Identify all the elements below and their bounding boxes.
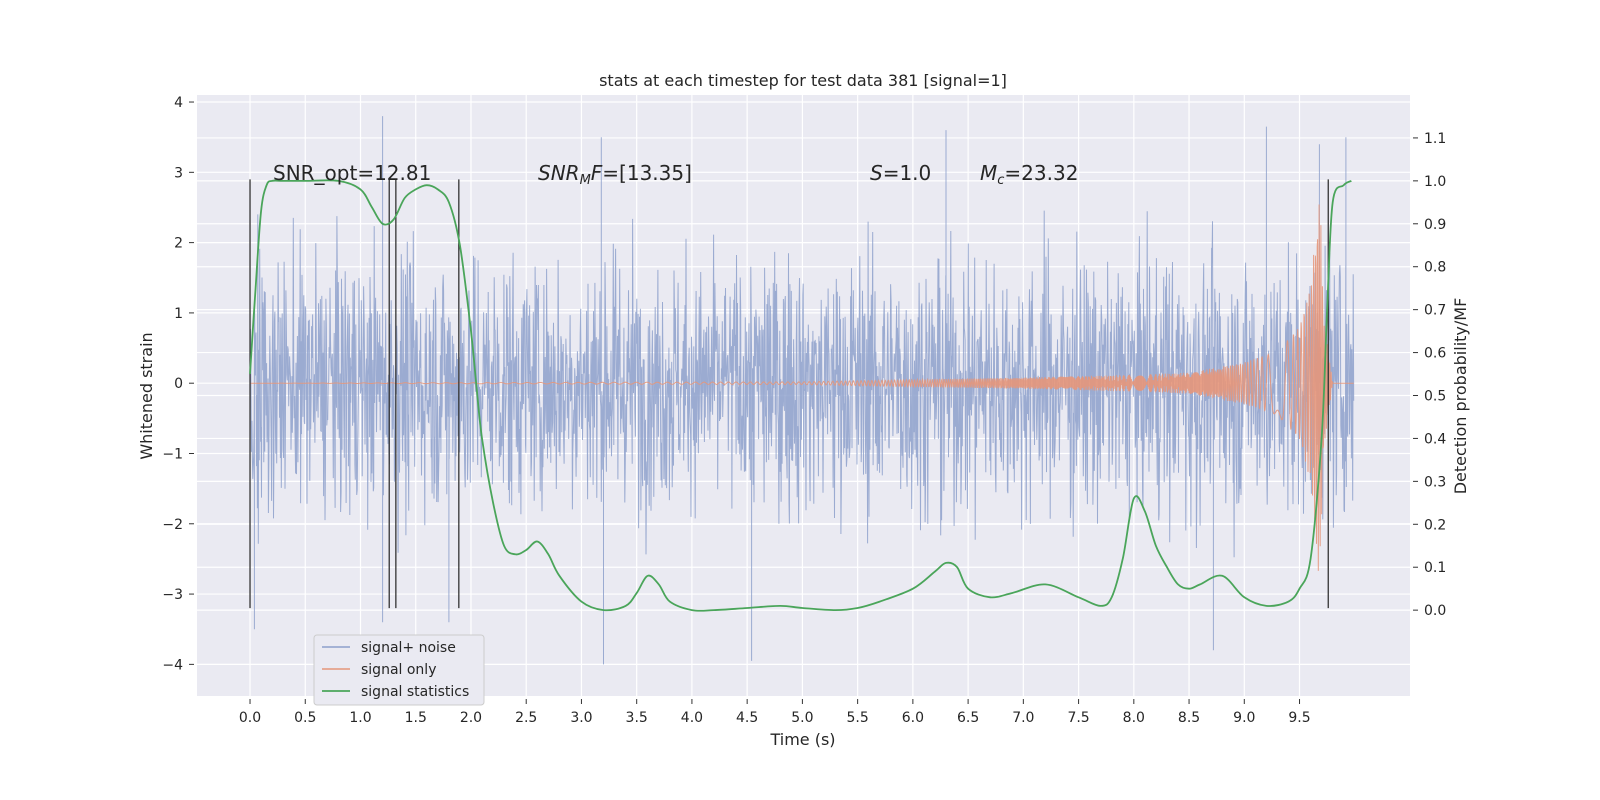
y-tick-label: −4 <box>162 657 183 673</box>
legend-label-signal: signal only <box>361 662 436 678</box>
right-y-tick-label: 0.4 <box>1424 431 1446 447</box>
chart-title: stats at each timestep for test data 381… <box>599 71 1007 90</box>
right-y-axis-label: Detection probability/MF <box>1451 298 1470 495</box>
y-tick-label: −2 <box>162 517 183 533</box>
vertical-markers <box>249 179 1329 609</box>
right-y-tick-label: 0.9 <box>1424 217 1446 233</box>
s-value: =1.0 <box>883 161 932 185</box>
x-tick-label: 7.0 <box>1012 710 1034 726</box>
snr-mf-subscript: M <box>580 173 591 188</box>
series-signal-only <box>250 204 1354 571</box>
x-tick-label: 2.0 <box>460 710 482 726</box>
right-y-tick-label: 0.2 <box>1424 517 1446 533</box>
x-axis-ticks: 0.0 0.5 1.0 1.5 2.0 2.5 3.0 3.5 4.0 4.5 5.0 5.5 6.0 6… <box>239 699 1311 726</box>
legend: signal+ noise signal only signal statist… <box>313 634 485 706</box>
right-y-tick-label: 0.5 <box>1424 389 1446 405</box>
x-tick-label: 5.0 <box>791 710 813 726</box>
x-tick-label: 7.5 <box>1067 710 1089 726</box>
y-axis-label: Whitened strain <box>137 332 156 459</box>
annotation-snr-mf: SNRMF=[13.35] <box>538 161 692 188</box>
legend-label-stats: signal statistics <box>361 684 469 700</box>
right-y-tick-label: 0.3 <box>1424 474 1446 490</box>
legend-box <box>313 634 485 706</box>
x-tick-label: 8.0 <box>1123 710 1145 726</box>
snr-mf-value: =[13.35] <box>602 161 692 185</box>
x-tick-label: 9.5 <box>1288 710 1310 726</box>
right-y-tick-label: 0.6 <box>1424 346 1446 362</box>
x-tick-label: 6.5 <box>957 710 979 726</box>
x-tick-label: 2.5 <box>515 710 537 726</box>
right-y-tick-label: 1.0 <box>1424 174 1446 190</box>
mc-subscript: c <box>997 173 1004 188</box>
mc-value: =23.32 <box>1004 161 1078 185</box>
x-tick-label: 3.5 <box>626 710 648 726</box>
x-tick-label: 6.0 <box>902 710 924 726</box>
y-tick-label: 1 <box>174 306 183 322</box>
x-tick-label: 1.5 <box>405 710 427 726</box>
x-tick-label: 3.0 <box>570 710 592 726</box>
mc-symbol: M <box>980 161 997 185</box>
y-axis-ticks: 4 3 2 1 0 −1 −2 −3 −4 <box>162 95 194 673</box>
right-y-tick-label: 0.1 <box>1424 560 1446 576</box>
x-tick-label: 0.5 <box>294 710 316 726</box>
annotation-snr-opt: SNR_opt=12.81 <box>273 161 431 185</box>
annotation-s: S=1.0 <box>870 161 931 185</box>
x-tick-label: 8.5 <box>1178 710 1200 726</box>
legend-label-noise: signal+ noise <box>361 640 456 656</box>
right-y-tick-label: 1.1 <box>1424 131 1446 147</box>
y-tick-label: 2 <box>174 236 183 252</box>
signal-only-line <box>250 204 1354 571</box>
snr-mf-symbol: SNR <box>538 161 580 185</box>
s-symbol: S <box>870 161 883 185</box>
right-y-tick-label: 0.8 <box>1424 260 1446 276</box>
y-tick-label: −3 <box>162 587 183 603</box>
x-tick-label: 9.0 <box>1233 710 1255 726</box>
x-tick-label: 1.0 <box>349 710 371 726</box>
snr-mf-tail: F <box>591 161 603 185</box>
x-tick-label: 4.5 <box>736 710 758 726</box>
x-axis-label: Time (s) <box>769 730 835 749</box>
right-y-tick-label: 0.7 <box>1424 303 1446 319</box>
signal-statistics-line <box>249 179 1352 612</box>
x-tick-label: 4.0 <box>681 710 703 726</box>
x-tick-label: 5.5 <box>846 710 868 726</box>
right-y-tick-label: 0.0 <box>1424 603 1446 619</box>
y-tick-label: 0 <box>174 376 183 392</box>
y-tick-label: 4 <box>174 95 183 111</box>
y-tick-label: −1 <box>162 446 183 462</box>
series-signal-statistics <box>249 179 1352 612</box>
right-y-axis-ticks: 1.1 1.0 0.9 0.8 0.7 0.6 0.5 0.4 0.3 0.2 0.1 0.0 <box>1413 131 1446 619</box>
annotation-mc: Mc=23.32 <box>980 161 1078 188</box>
x-tick-label: 0.0 <box>239 710 261 726</box>
y-tick-label: 3 <box>174 165 183 181</box>
